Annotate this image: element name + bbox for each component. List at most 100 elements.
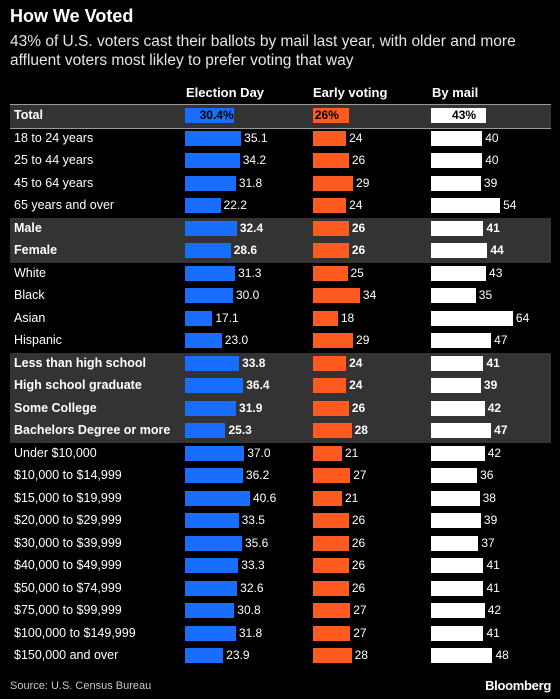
value-label-election-day: 31.3 — [238, 265, 262, 280]
bar-by-mail — [431, 288, 476, 303]
bar-early-voting — [313, 400, 349, 416]
value-label-by-mail: 37 — [481, 535, 495, 550]
column-header-election-day: Election Day — [186, 85, 265, 100]
value-label-early-voting: 28 — [354, 648, 368, 662]
category-label: $30,000 to $39,999 — [14, 535, 122, 550]
category-label: 65 years and over — [14, 198, 115, 212]
chart-row: Black 30.0 34 35 — [10, 285, 551, 308]
bar-by-mail — [431, 310, 513, 326]
bar-by-mail — [431, 198, 501, 213]
bar-early-voting — [313, 513, 349, 528]
bar-by-mail — [431, 108, 487, 123]
value-label-early-voting: 21 — [344, 445, 359, 460]
category-label: 25 to 44 years — [14, 153, 94, 167]
bar-election-day — [185, 108, 234, 123]
value-label-early-voting: 26 — [351, 558, 366, 572]
bar-early-voting — [313, 468, 351, 483]
value-label-by-mail: 36 — [480, 468, 494, 482]
bar-early-voting — [313, 580, 349, 596]
bar-early-voting — [313, 603, 351, 618]
category-label: $75,000 to $99,999 — [14, 603, 122, 617]
value-label-early-voting: 29 — [356, 175, 370, 190]
bar-election-day — [185, 513, 239, 528]
category-label: High school graduate — [14, 378, 142, 392]
chart-row: 25 to 44 years 34.2 26 40 — [10, 150, 551, 173]
value-label-election-day: 28.6 — [233, 243, 258, 257]
bar-election-day — [185, 130, 242, 146]
value-label-early-voting: 26 — [351, 513, 366, 527]
chart-row: Some College 31.9 26 42 — [10, 397, 551, 420]
value-label-by-mail: 47 — [494, 333, 508, 347]
chart-row: Total 30.4% 26% 43% — [10, 105, 551, 128]
category-label: Black — [14, 288, 45, 302]
value-label-early-voting: 26% — [314, 108, 339, 122]
bar-early-voting — [313, 288, 360, 303]
value-label-election-day: 36.4 — [246, 378, 270, 392]
value-label-election-day: 36.2 — [245, 468, 270, 482]
value-label-by-mail: 41 — [486, 625, 500, 640]
value-label-election-day: 30.0 — [236, 288, 260, 302]
column-header-early-voting: Early voting — [313, 85, 388, 100]
value-label-early-voting: 26 — [351, 400, 366, 415]
value-label-early-voting: 21 — [344, 490, 359, 505]
bar-early-voting — [313, 535, 349, 551]
bar-by-mail — [431, 220, 484, 236]
bar-by-mail — [431, 468, 478, 483]
chart-row: Female 28.6 26 44 — [10, 240, 551, 263]
bar-by-mail — [431, 333, 492, 348]
value-label-early-voting: 24 — [349, 198, 363, 212]
bar-early-voting — [313, 153, 349, 168]
value-label-election-day: 31.9 — [239, 400, 263, 415]
bar-by-mail — [431, 445, 485, 461]
value-label-by-mail: 40 — [485, 130, 499, 145]
category-label: 45 to 64 years — [14, 175, 94, 190]
value-label-election-day: 35.1 — [244, 130, 268, 145]
value-label-by-mail: 39 — [483, 378, 498, 392]
bar-early-voting — [313, 355, 347, 371]
chart-row: $150,000 and over 23.9 28 48 — [10, 645, 551, 668]
bar-early-voting — [313, 130, 347, 146]
bar-election-day — [185, 220, 237, 236]
chart-row: $20,000 to $29,999 33.5 26 39 — [10, 510, 551, 533]
bar-by-mail — [431, 513, 481, 528]
value-label-by-mail: 39 — [483, 513, 498, 527]
value-label-election-day: 30.4% — [199, 108, 234, 122]
chart-row: White 31.3 25 43 — [10, 263, 551, 286]
bar-election-day — [185, 243, 231, 258]
chart-row: Hispanic 23.0 29 47 — [10, 330, 551, 353]
category-label: $15,000 to $19,999 — [14, 490, 122, 505]
chart-row: 45 to 64 years 31.8 29 39 — [10, 173, 551, 196]
bar-early-voting — [313, 243, 349, 258]
value-label-by-mail: 43% — [452, 108, 477, 122]
value-label-early-voting: 28 — [354, 423, 368, 437]
bar-by-mail — [431, 243, 488, 258]
bar-election-day — [185, 468, 243, 483]
bloomberg-logo: Bloomberg — [485, 678, 551, 693]
bar-by-mail — [431, 603, 485, 618]
bar-by-mail — [431, 558, 484, 573]
category-label: $40,000 to $49,999 — [14, 558, 122, 572]
bar-election-day — [185, 198, 221, 213]
bar-election-day — [185, 558, 239, 573]
bar-election-day — [185, 423, 226, 438]
bar-early-voting — [313, 175, 354, 191]
value-label-early-voting: 27 — [353, 603, 367, 617]
bar-early-voting — [313, 220, 349, 236]
bar-election-day — [185, 355, 240, 371]
bar-early-voting — [313, 423, 352, 438]
bar-election-day — [185, 378, 244, 393]
bar-by-mail — [431, 265, 487, 281]
value-label-early-voting: 24 — [349, 130, 363, 145]
value-label-election-day: 32.4 — [239, 220, 264, 235]
column-header-by-mail: By mail — [432, 85, 479, 100]
category-label: $150,000 and over — [14, 648, 119, 662]
value-label-by-mail: 48 — [495, 648, 509, 662]
value-label-early-voting: 26 — [351, 153, 366, 167]
value-label-by-mail: 41 — [486, 558, 500, 572]
value-label-early-voting: 26 — [351, 243, 366, 257]
bar-election-day — [185, 265, 236, 281]
bar-election-day — [185, 400, 237, 416]
category-label: Total — [14, 108, 43, 122]
value-label-early-voting: 18 — [340, 310, 355, 325]
bar-election-day — [185, 580, 238, 596]
